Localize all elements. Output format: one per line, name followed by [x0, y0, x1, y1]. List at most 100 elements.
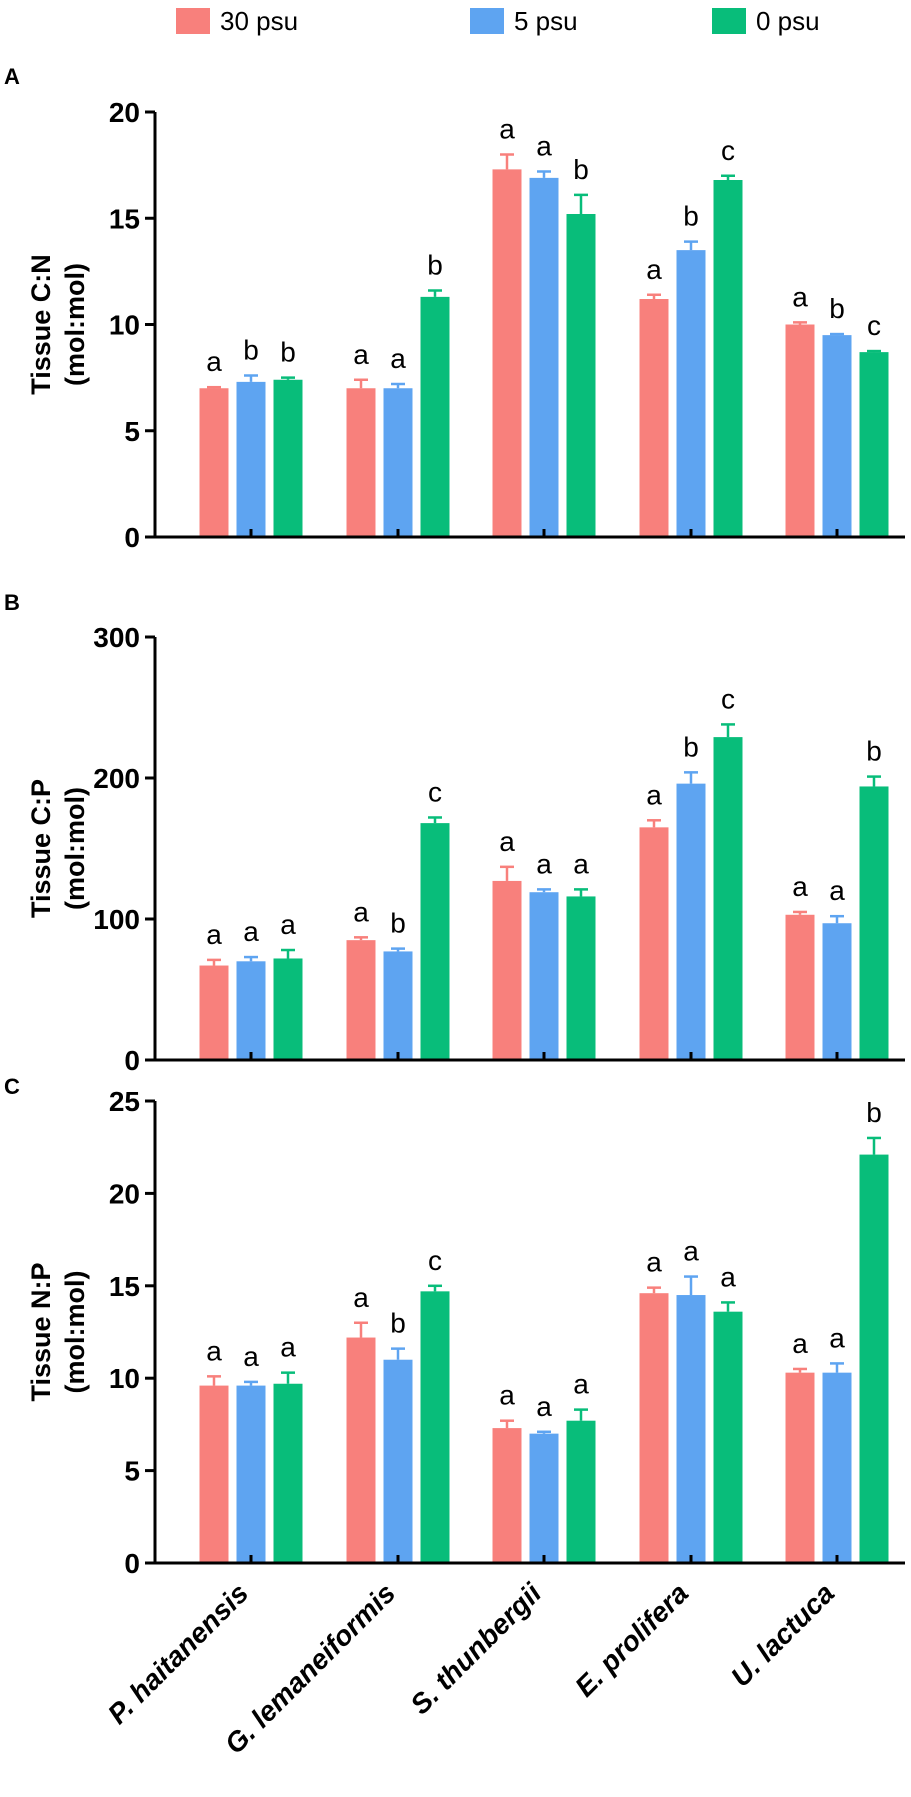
y-tick-label-A-15: 15: [109, 203, 140, 234]
legend-item-5psu: 5 psu: [470, 6, 578, 36]
y-tick-label-A-0: 0: [124, 522, 140, 553]
legend-label-0psu: 0 psu: [756, 5, 820, 36]
y-tick-label-C-0: 0: [124, 1548, 140, 1579]
bar-C-1-2: [420, 1291, 450, 1563]
bar-C-1-0: [346, 1337, 376, 1563]
y-axis-subtitle-C: (mol:mol): [60, 1271, 90, 1394]
legend-label-30psu: 30 psu: [220, 5, 299, 36]
bar-C-3-2: [713, 1311, 743, 1563]
sig-letter-A-4-2: c: [867, 310, 881, 341]
bar-C-3-0: [639, 1293, 669, 1563]
y-tick-label-B-300: 300: [93, 622, 140, 653]
bar-B-1-1: [383, 951, 413, 1060]
bar-A-0-0: [199, 388, 229, 537]
panel-letter-A: A: [4, 64, 20, 89]
legend: 30 psu 5 psu 0 psu: [0, 0, 911, 40]
bar-A-4-0: [785, 324, 815, 537]
y-tick-label-C-10: 10: [109, 1363, 140, 1394]
sig-letter-A-0-1: b: [243, 335, 259, 366]
sig-letter-B-4-2: b: [866, 736, 882, 767]
sig-letter-A-1-1: a: [390, 343, 406, 374]
y-tick-label-C-5: 5: [124, 1456, 140, 1487]
y-tick-label-B-100: 100: [93, 904, 140, 935]
sig-letter-B-2-0: a: [499, 826, 515, 857]
sig-letter-A-4-1: b: [829, 293, 845, 324]
sig-letter-B-4-0: a: [792, 871, 808, 902]
sig-letter-A-3-0: a: [646, 254, 662, 285]
legend-swatch-0psu: [712, 8, 746, 34]
y-tick-label-A-5: 5: [124, 416, 140, 447]
sig-letter-A-2-0: a: [499, 114, 515, 145]
sig-letter-C-1-0: a: [353, 1282, 369, 1313]
legend-swatch-30psu: [176, 8, 210, 34]
bar-A-3-0: [639, 299, 669, 537]
sig-letter-A-4-0: a: [792, 281, 808, 312]
sig-letter-B-1-0: a: [353, 896, 369, 927]
sig-letter-B-3-2: c: [721, 683, 735, 714]
sig-letter-A-1-2: b: [427, 250, 443, 281]
y-tick-label-A-20: 20: [109, 97, 140, 128]
bar-C-0-2: [273, 1383, 303, 1563]
category-label-4: U. lactuca: [725, 1577, 840, 1692]
sig-letter-C-2-0: a: [499, 1380, 515, 1411]
category-label-0: P. haitanensis: [102, 1577, 255, 1730]
bar-A-1-1: [383, 388, 413, 537]
sig-letter-C-0-0: a: [206, 1335, 222, 1366]
bar-B-2-2: [566, 896, 596, 1060]
bar-A-3-2: [713, 180, 743, 537]
sig-letter-B-0-2: a: [280, 909, 296, 940]
legend-swatch-5psu: [470, 8, 504, 34]
sig-letter-A-0-2: b: [280, 337, 296, 368]
bar-A-1-2: [420, 296, 450, 537]
sig-letter-C-4-0: a: [792, 1328, 808, 1359]
bar-C-4-0: [785, 1372, 815, 1563]
legend-item-30psu: 30 psu: [176, 6, 298, 36]
sig-letter-C-1-1: b: [390, 1308, 406, 1339]
bar-C-4-1: [822, 1372, 852, 1563]
bar-B-4-1: [822, 923, 852, 1060]
bar-C-4-2: [859, 1154, 889, 1563]
bar-B-0-0: [199, 965, 229, 1060]
sig-letter-C-3-1: a: [683, 1236, 699, 1267]
bar-B-1-2: [420, 823, 450, 1060]
category-label-2: S. thunbergii: [404, 1576, 548, 1720]
bar-B-2-0: [492, 880, 522, 1060]
sig-letter-B-1-2: c: [428, 776, 442, 807]
sig-letter-A-2-2: b: [573, 154, 589, 185]
legend-item-0psu: 0 psu: [712, 6, 820, 36]
sig-letter-C-1-2: c: [428, 1245, 442, 1276]
bar-C-0-1: [236, 1385, 266, 1563]
bar-A-1-0: [346, 388, 376, 537]
y-axis-title-A: Tissue C:N: [26, 254, 56, 395]
sig-letter-C-4-2: b: [866, 1097, 882, 1128]
sig-letter-A-3-2: c: [721, 135, 735, 166]
sig-letter-C-2-2: a: [573, 1369, 589, 1400]
sig-letter-C-2-1: a: [536, 1391, 552, 1422]
y-axis-subtitle-A: (mol:mol): [60, 263, 90, 386]
sig-letter-A-2-1: a: [536, 131, 552, 162]
bar-B-3-0: [639, 827, 669, 1060]
sig-letter-C-3-0: a: [646, 1247, 662, 1278]
sig-letter-A-0-0: a: [206, 346, 222, 377]
y-tick-label-C-20: 20: [109, 1178, 140, 1209]
sig-letter-B-2-2: a: [573, 848, 589, 879]
sig-letter-B-2-1: a: [536, 848, 552, 879]
bar-B-1-0: [346, 940, 376, 1060]
y-tick-label-C-25: 25: [109, 1086, 140, 1117]
bar-A-4-1: [822, 335, 852, 537]
category-label-3: E. prolifera: [569, 1577, 694, 1702]
sig-letter-C-4-1: a: [829, 1322, 845, 1353]
sig-letter-B-0-1: a: [243, 916, 259, 947]
sig-letter-B-3-1: b: [683, 731, 699, 762]
bar-A-2-2: [566, 214, 596, 537]
bar-A-4-2: [859, 352, 889, 537]
y-tick-label-A-10: 10: [109, 310, 140, 341]
legend-label-5psu: 5 psu: [514, 5, 578, 36]
panel-letter-C: C: [4, 1074, 20, 1099]
bar-A-3-1: [676, 250, 706, 537]
bar-A-0-1: [236, 381, 266, 537]
bar-B-0-2: [273, 958, 303, 1060]
bar-B-3-1: [676, 783, 706, 1060]
bar-B-4-0: [785, 914, 815, 1060]
